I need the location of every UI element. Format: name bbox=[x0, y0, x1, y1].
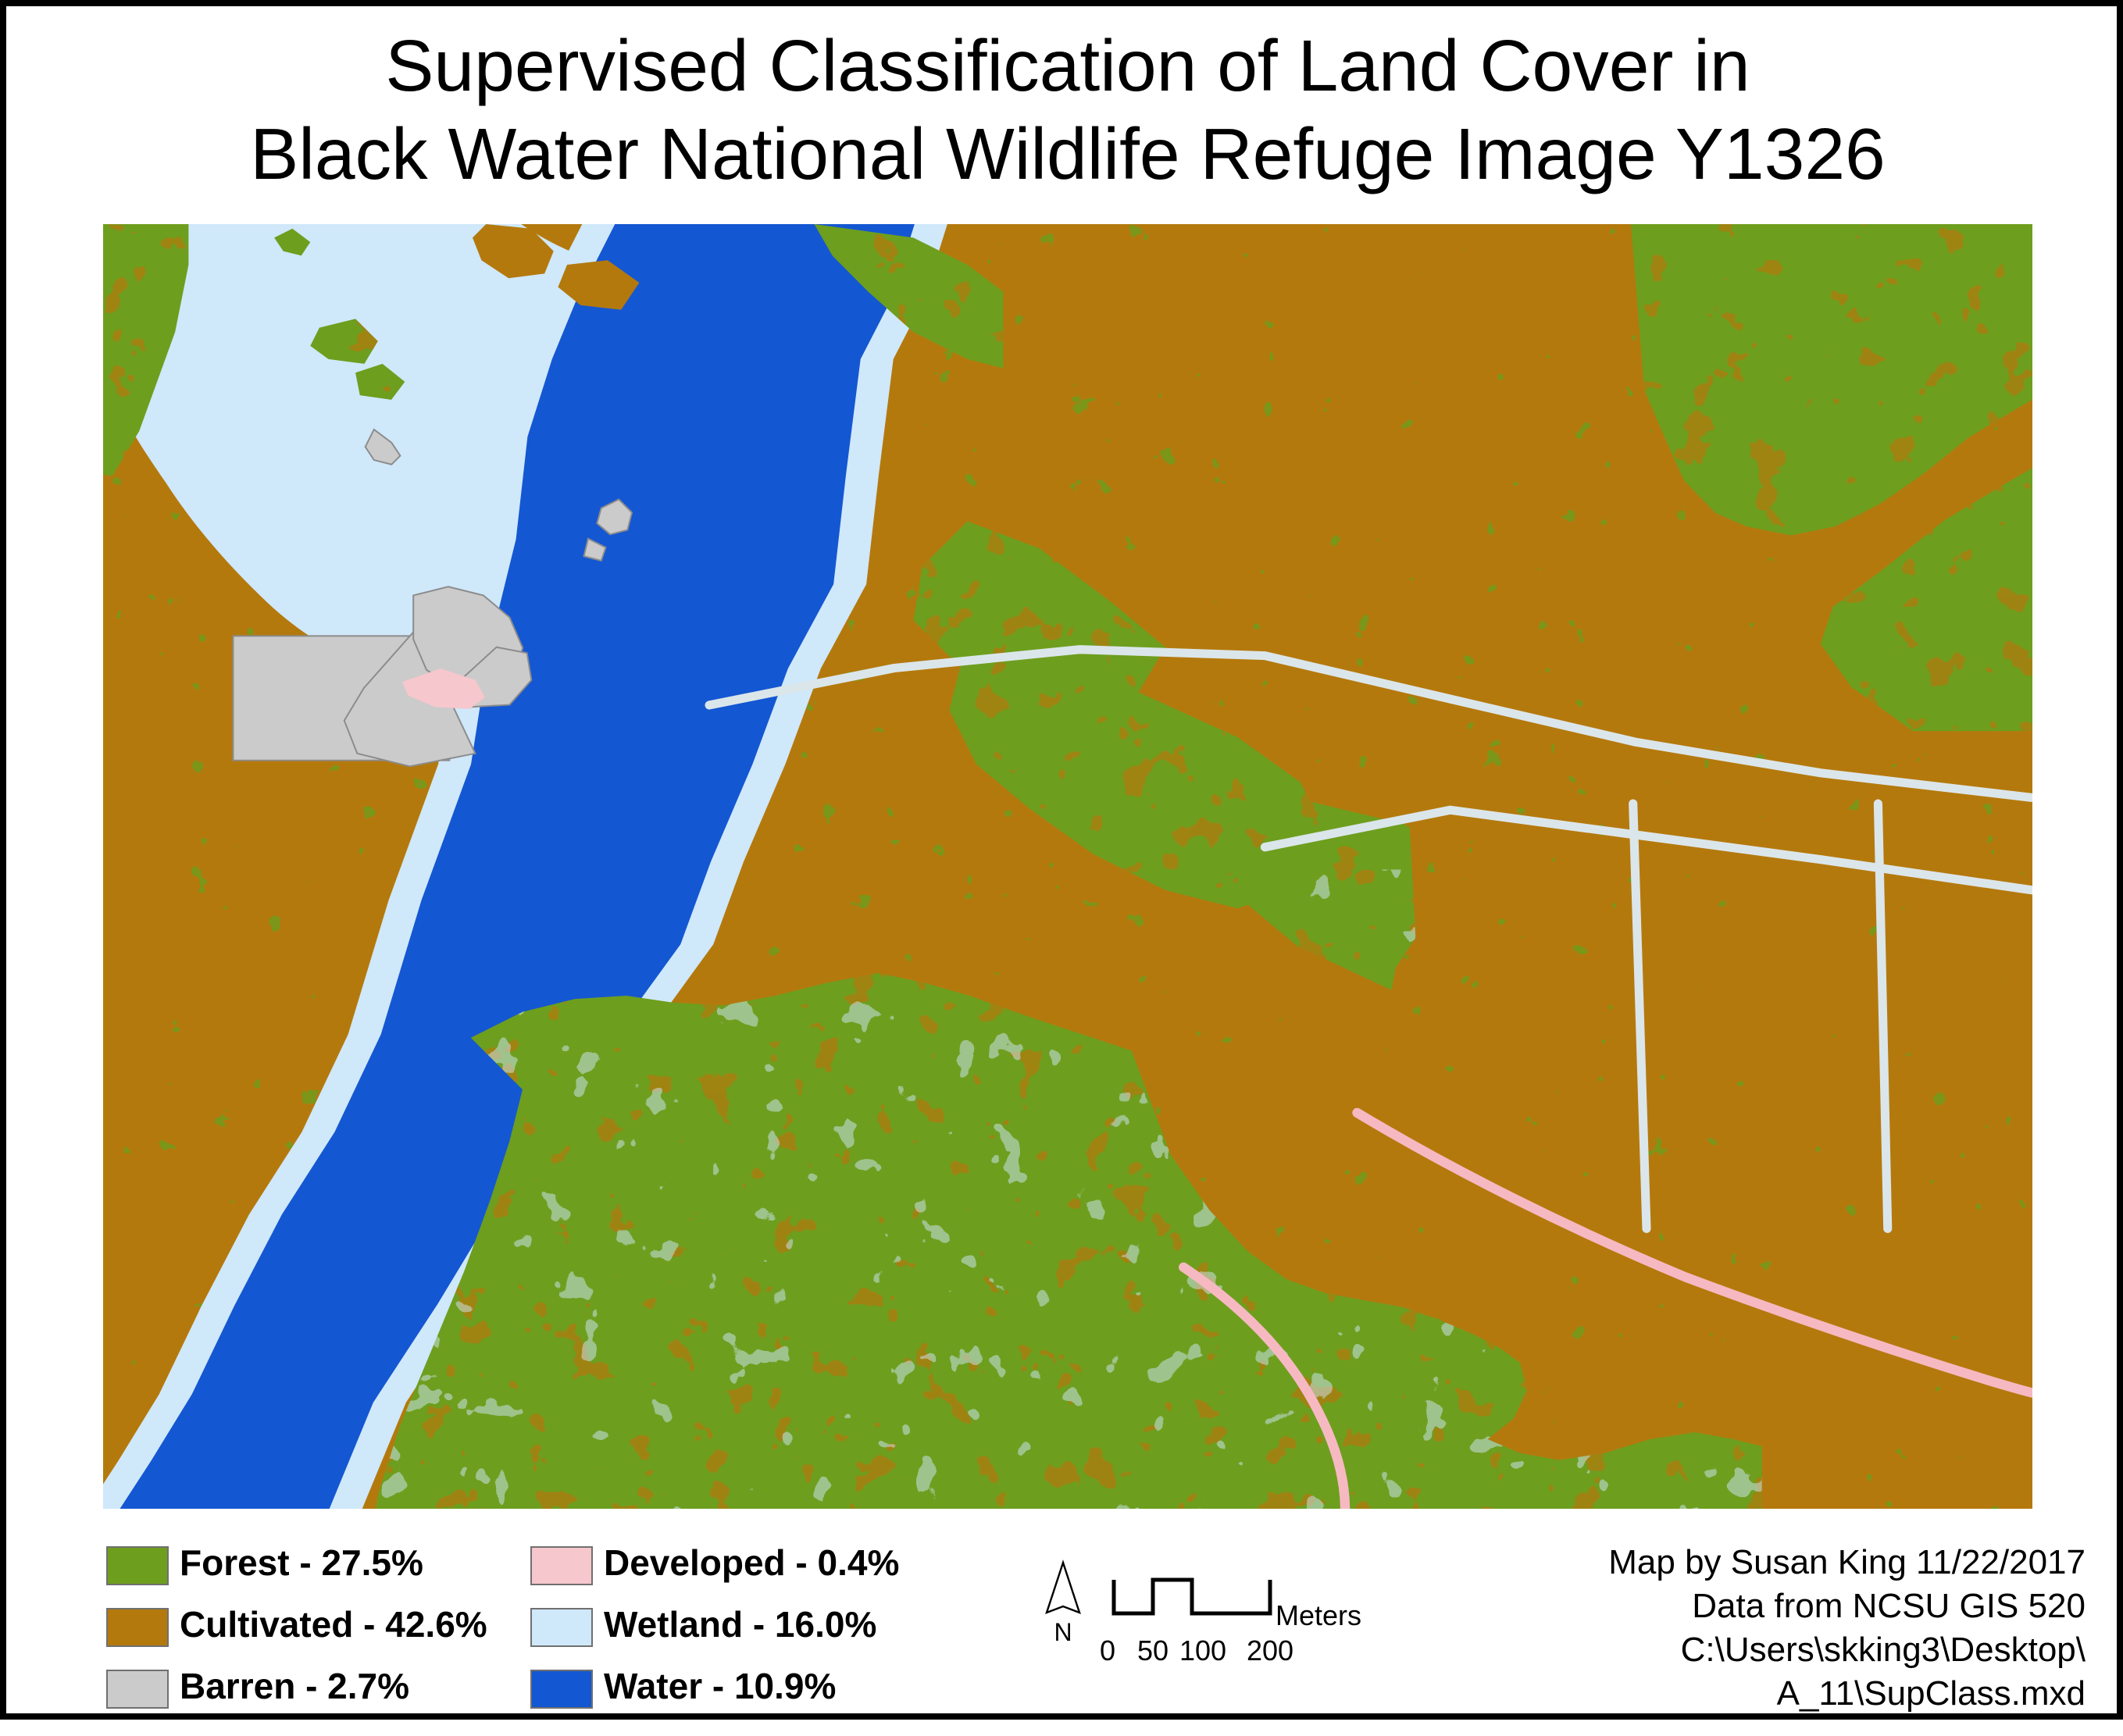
svg-text:200: 200 bbox=[1247, 1634, 1293, 1666]
svg-text:0: 0 bbox=[1100, 1634, 1115, 1666]
svg-text:Meters: Meters bbox=[1276, 1599, 1361, 1631]
svg-text:100: 100 bbox=[1179, 1634, 1226, 1666]
svg-text:N: N bbox=[1054, 1618, 1072, 1646]
svg-text:50: 50 bbox=[1137, 1634, 1169, 1666]
